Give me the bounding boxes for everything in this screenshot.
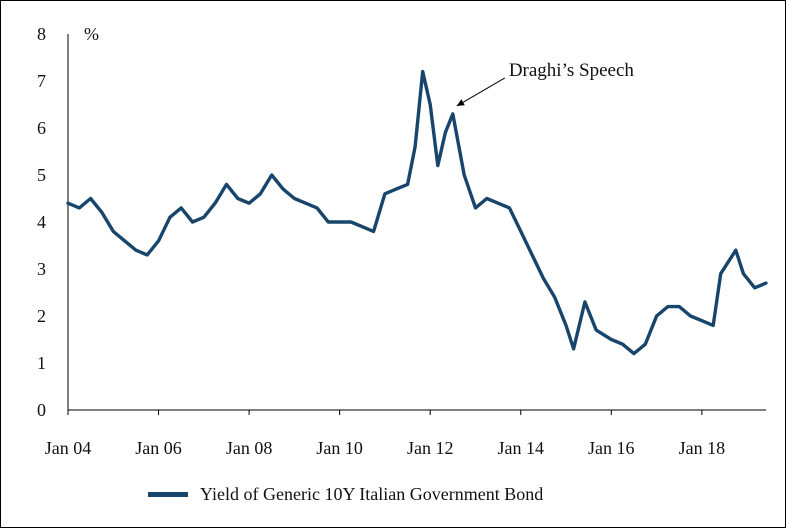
y-tick-label: 8 (37, 24, 46, 44)
x-tick-label: Jan 04 (45, 438, 92, 458)
y-tick-label: 4 (37, 212, 46, 232)
y-unit-label: % (84, 24, 99, 44)
x-tick-label: Jan 12 (407, 438, 454, 458)
x-tick-label: Jan 18 (679, 438, 726, 458)
y-tick-label: 5 (37, 165, 46, 185)
annotation-arrowhead (456, 99, 465, 106)
annotation-text: Draghi’s Speech (509, 60, 635, 81)
legend-label: Yield of Generic 10Y Italian Government … (200, 483, 544, 504)
x-tick-label: Jan 14 (498, 438, 545, 458)
x-tick-label: Jan 16 (588, 438, 635, 458)
y-tick-label: 2 (37, 306, 46, 326)
x-axis: Jan 04 Jan 06 Jan 08 Jan 10 Jan 12 Jan 14 Jan … (45, 409, 766, 458)
series-line (66, 69, 768, 356)
legend: Yield of Generic 10Y Italian Government … (148, 482, 543, 506)
legend-swatch (148, 491, 188, 497)
y-tick-label: 7 (37, 71, 46, 91)
y-tick-label: 0 (37, 400, 46, 420)
annotation: Draghi’s Speech (456, 60, 635, 107)
y-tick-label: 3 (37, 259, 46, 279)
x-tick-label: Jan 10 (316, 438, 363, 458)
y-tick-label: 1 (37, 353, 46, 373)
series-layer (66, 69, 768, 356)
annotation-arrow (456, 77, 506, 107)
y-tick-label: 6 (37, 118, 46, 138)
y-axis: 0 1 2 3 4 5 6 7 8 (37, 24, 69, 420)
x-tick-label: Jan 06 (135, 438, 182, 458)
x-tick-label: Jan 08 (226, 438, 273, 458)
